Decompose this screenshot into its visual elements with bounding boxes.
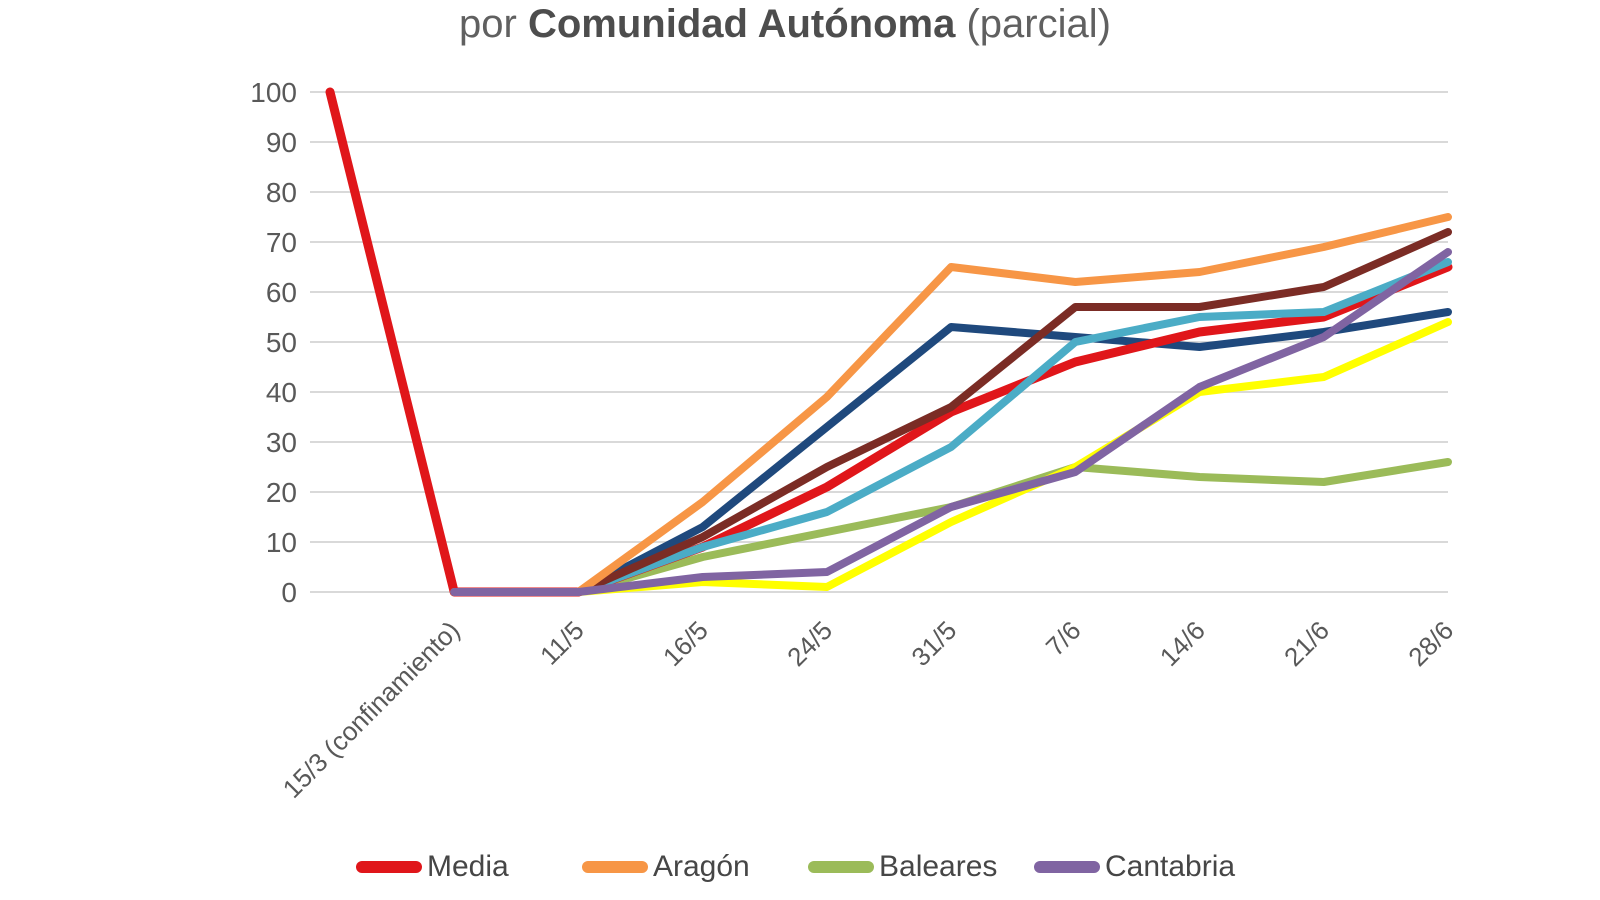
series-line-cantabria	[450, 248, 1452, 596]
legend-label-cantabria: Cantabria	[1105, 850, 1236, 883]
y-tick-label: 60	[266, 277, 297, 308]
x-tick-label: 14/6	[1154, 615, 1211, 672]
legend-swatch-media	[356, 861, 422, 873]
series-line-aragon	[450, 213, 1452, 596]
x-tick-label: 11/5	[534, 615, 590, 671]
series-line-unlabeled-4	[450, 308, 1452, 596]
y-tick-label: 80	[266, 177, 297, 208]
y-tick-label: 50	[266, 327, 297, 358]
legend-label-aragon: Aragón	[653, 850, 750, 883]
legend-item-media: Media	[356, 845, 509, 889]
x-tick-label: 28/6	[1402, 615, 1459, 672]
legend-item-cantabria: Cantabria	[1034, 845, 1235, 889]
series-line-unlabeled-7	[450, 318, 1452, 596]
y-tick-label: 100	[250, 77, 297, 108]
legend-swatch-baleares	[808, 861, 874, 873]
chart-legend: Media Aragón Baleares Cantabria	[0, 845, 1600, 895]
x-tick-label: 7/6	[1040, 615, 1087, 662]
y-tick-label: 40	[266, 377, 297, 408]
x-tick-label: 21/6	[1278, 615, 1335, 672]
y-tick-label: 90	[266, 127, 297, 158]
legend-item-aragon: Aragón	[582, 845, 750, 889]
legend-label-baleares: Baleares	[879, 850, 998, 883]
chart-title: por Comunidad Autónoma (parcial)	[0, 2, 1570, 47]
y-tick-label: 10	[266, 527, 297, 558]
y-tick-label: 0	[281, 577, 297, 608]
legend-swatch-aragon	[582, 861, 648, 873]
chart-title-main: Comunidad Autónoma	[527, 2, 956, 46]
x-tick-label: 16/5	[657, 615, 714, 672]
y-tick-label: 30	[266, 427, 297, 458]
chart-title-suffix: (parcial)	[955, 2, 1111, 46]
legend-item-baleares: Baleares	[808, 845, 997, 889]
x-tick-label: 31/5	[905, 615, 962, 672]
x-tick-label: 15/3 (confinamiento)	[277, 615, 466, 804]
series-line-unlabeled-6	[450, 228, 1452, 596]
y-tick-label: 70	[266, 227, 297, 258]
legend-label-media: Media	[427, 850, 509, 883]
x-tick-label: 24/5	[781, 615, 838, 672]
y-tick-label: 20	[266, 477, 297, 508]
legend-swatch-cantabria	[1034, 861, 1100, 873]
chart-title-prefix: por	[459, 2, 528, 46]
